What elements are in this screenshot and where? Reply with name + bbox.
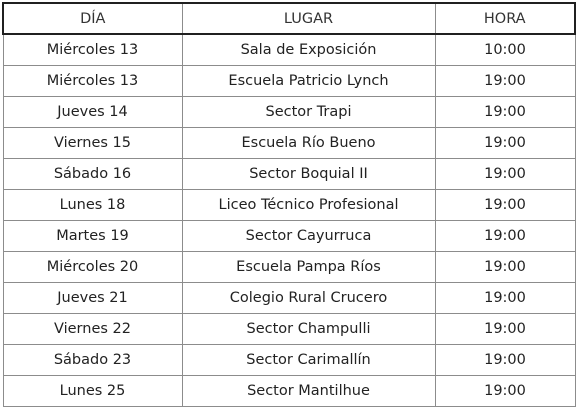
table-body: Miércoles 13 Sala de Exposición 10:00 Miérc… — [2, 33, 576, 407]
table-row: Viernes 15 Escuela Río Bueno 19:00 — [2, 127, 576, 159]
column-header-hora: HORA — [434, 2, 576, 35]
cell-hora: 19:00 — [434, 65, 576, 97]
table-row: Lunes 18 Liceo Técnico Profesional 19:00 — [2, 189, 576, 221]
table-header: DÍA LUGAR HORA — [2, 2, 576, 35]
cell-dia: Jueves 21 — [2, 282, 183, 314]
cell-dia: Lunes 18 — [2, 189, 183, 221]
cell-hora: 19:00 — [434, 375, 576, 407]
cell-lugar: Escuela Río Bueno — [181, 127, 436, 159]
cell-dia: Viernes 22 — [2, 313, 183, 345]
cell-lugar: Sector Cayurruca — [181, 220, 436, 252]
cell-lugar: Sector Trapi — [181, 96, 436, 128]
table-row: Martes 19 Sector Cayurruca 19:00 — [2, 220, 576, 252]
cell-lugar: Liceo Técnico Profesional — [181, 189, 436, 221]
table-row: Miércoles 20 Escuela Pampa Ríos 19:00 — [2, 251, 576, 283]
cell-hora: 19:00 — [434, 313, 576, 345]
column-header-lugar: LUGAR — [181, 2, 436, 35]
header-row: DÍA LUGAR HORA — [2, 2, 576, 35]
cell-lugar: Sector Boquial II — [181, 158, 436, 190]
cell-lugar: Escuela Pampa Ríos — [181, 251, 436, 283]
table-row: Miércoles 13 Sala de Exposición 10:00 — [2, 33, 576, 66]
cell-lugar: Colegio Rural Crucero — [181, 282, 436, 314]
cell-hora: 19:00 — [434, 282, 576, 314]
cell-hora: 19:00 — [434, 127, 576, 159]
column-header-dia: DÍA — [2, 2, 183, 35]
cell-hora: 19:00 — [434, 220, 576, 252]
table-row: Jueves 14 Sector Trapi 19:00 — [2, 96, 576, 128]
cell-hora: 19:00 — [434, 251, 576, 283]
cell-dia: Martes 19 — [2, 220, 183, 252]
cell-dia: Miércoles 20 — [2, 251, 183, 283]
cell-lugar: Sala de Exposición — [181, 33, 436, 66]
table-row: Miércoles 13 Escuela Patricio Lynch 19:00 — [2, 65, 576, 97]
cell-hora: 19:00 — [434, 96, 576, 128]
cell-dia: Sábado 23 — [2, 344, 183, 376]
cell-lugar: Sector Mantilhue — [181, 375, 436, 407]
cell-hora: 19:00 — [434, 344, 576, 376]
table-row: Sábado 23 Sector Carimallín 19:00 — [2, 344, 576, 376]
cell-hora: 19:00 — [434, 158, 576, 190]
cell-dia: Lunes 25 — [2, 375, 183, 407]
cell-dia: Jueves 14 — [2, 96, 183, 128]
table-row: Jueves 21 Colegio Rural Crucero 19:00 — [2, 282, 576, 314]
cell-lugar: Sector Champulli — [181, 313, 436, 345]
cell-dia: Miércoles 13 — [2, 65, 183, 97]
cell-dia: Sábado 16 — [2, 158, 183, 190]
cell-dia: Miércoles 13 — [2, 33, 183, 66]
cell-dia: Viernes 15 — [2, 127, 183, 159]
table-row: Lunes 25 Sector Mantilhue 19:00 — [2, 375, 576, 407]
table-row: Viernes 22 Sector Champulli 19:00 — [2, 313, 576, 345]
table-row: Sábado 16 Sector Boquial II 19:00 — [2, 158, 576, 190]
cell-hora: 19:00 — [434, 189, 576, 221]
cell-lugar: Sector Carimallín — [181, 344, 436, 376]
cell-lugar: Escuela Patricio Lynch — [181, 65, 436, 97]
cell-hora: 10:00 — [434, 33, 576, 66]
